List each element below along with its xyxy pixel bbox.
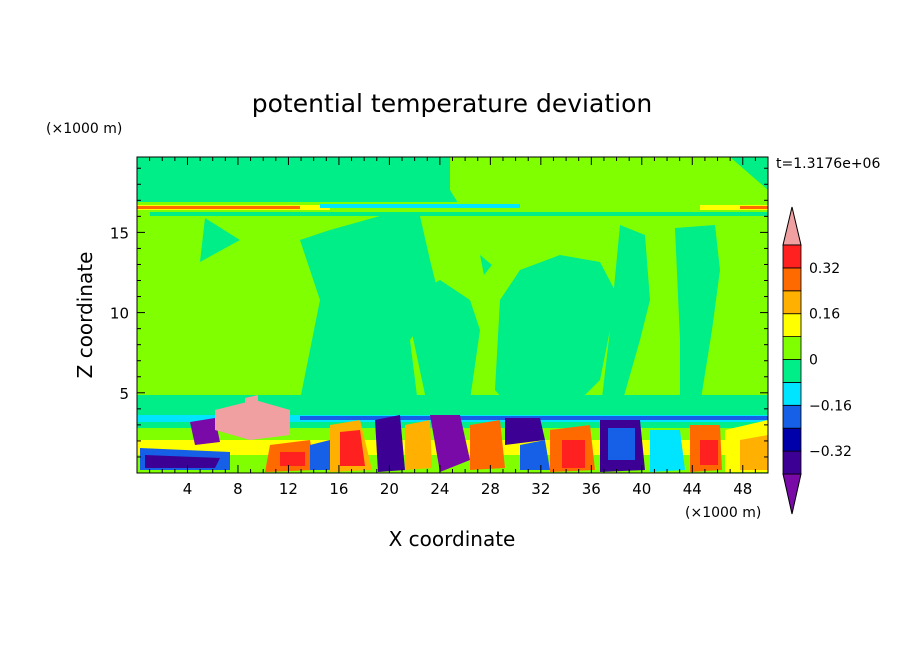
x-tick-label: 24 bbox=[430, 480, 449, 498]
x-axis-label: X coordinate bbox=[389, 527, 516, 551]
x-tick-label: 32 bbox=[531, 480, 550, 498]
x-tick-label: 16 bbox=[329, 480, 348, 498]
colorbar-label: −0.32 bbox=[809, 444, 852, 460]
x-tick-label: 36 bbox=[582, 480, 601, 498]
y-unit-label: (×1000 m) bbox=[46, 121, 122, 137]
chart-title: potential temperature deviation bbox=[252, 89, 652, 118]
colorbar-bin bbox=[782, 336, 802, 360]
y-axis-label: Z coordinate bbox=[73, 252, 97, 379]
colorbar-bottom-arrow bbox=[782, 473, 802, 515]
x-axis: 4 8 12 16 20 24 28 32 36 40 44 48 bbox=[149, 157, 756, 498]
x-tick-label: 44 bbox=[683, 480, 702, 498]
y-tick-label: 10 bbox=[110, 305, 129, 323]
colorbar: 0.32 0.16 0 −0.16 −0.32 bbox=[782, 206, 852, 515]
colorbar-label: −0.16 bbox=[809, 398, 852, 414]
y-axis: 5 10 15 bbox=[110, 167, 768, 458]
x-tick-label: 12 bbox=[279, 480, 298, 498]
colorbar-bin bbox=[782, 290, 802, 315]
x-tick-label: 40 bbox=[632, 480, 651, 498]
colorbar-bin bbox=[782, 313, 802, 338]
x-tick-label: 28 bbox=[481, 480, 500, 498]
colorbar-bin bbox=[782, 427, 802, 452]
y-tick-label: 5 bbox=[119, 385, 129, 403]
x-tick-label: 48 bbox=[733, 480, 752, 498]
colorbar-label: 0 bbox=[809, 353, 818, 369]
y-tick-label: 15 bbox=[110, 224, 129, 242]
colorbar-bin bbox=[782, 244, 802, 269]
colorbar-label: 0.32 bbox=[809, 261, 840, 277]
x-tick-label: 4 bbox=[183, 480, 193, 498]
time-label: t=1.3176e+06 bbox=[776, 156, 880, 172]
colorbar-bin bbox=[782, 450, 802, 475]
colorbar-bin bbox=[782, 404, 802, 429]
x-tick-label: 20 bbox=[380, 480, 399, 498]
colorbar-bin bbox=[782, 381, 802, 406]
colorbar-bin bbox=[782, 359, 802, 383]
colorbar-label: 0.16 bbox=[809, 307, 840, 323]
heatmap-field bbox=[137, 157, 768, 473]
colorbar-top-arrow bbox=[782, 206, 802, 246]
x-unit-label: (×1000 m) bbox=[685, 505, 761, 521]
x-tick-label: 8 bbox=[233, 480, 243, 498]
colorbar-bin bbox=[782, 267, 802, 292]
